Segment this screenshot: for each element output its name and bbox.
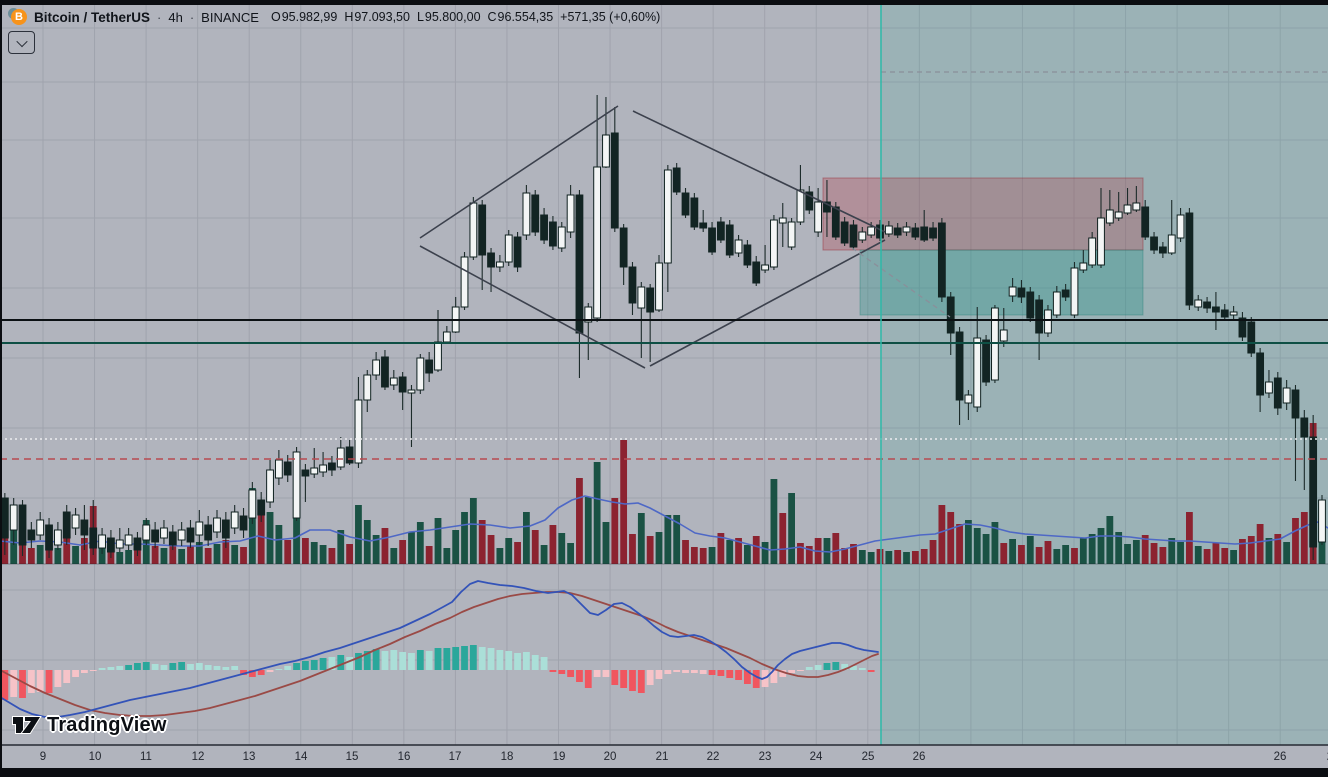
exchange-label[interactable]: BINANCE	[201, 9, 259, 25]
close-label: C	[487, 10, 497, 24]
tradingview-watermark[interactable]: TradingView	[12, 712, 167, 738]
svg-text:25: 25	[862, 751, 875, 763]
svg-text:26: 26	[1274, 751, 1287, 763]
timeframe-label[interactable]: 4h	[168, 9, 183, 25]
watermark-text: TradingView	[47, 713, 167, 736]
separator-dot: ·	[157, 9, 162, 25]
bitcoin-icon: B	[11, 9, 27, 25]
low-label: L	[416, 10, 424, 24]
svg-text:20: 20	[604, 751, 617, 763]
ohlc-readout: O95.982,99 H97.093,50 L95.800,00 C96.554…	[271, 10, 660, 24]
svg-text:2: 2	[1327, 751, 1328, 763]
chevron-down-icon	[15, 35, 28, 47]
symbol-icon: B	[8, 8, 28, 26]
top-border-bar	[0, 0, 1328, 5]
symbol-header: B Bitcoin / TetherUS · 4h · BINANCE O95.…	[8, 8, 660, 26]
svg-text:13: 13	[243, 751, 256, 763]
svg-text:18: 18	[501, 751, 514, 763]
tradingview-logo-icon	[12, 716, 42, 734]
svg-text:15: 15	[346, 751, 359, 763]
svg-text:26: 26	[913, 751, 926, 763]
low-value: 95.800,00	[424, 10, 481, 24]
open-value: 95.982,99	[281, 10, 338, 24]
svg-text:23: 23	[759, 751, 772, 763]
svg-text:12: 12	[192, 751, 205, 763]
svg-text:19: 19	[553, 751, 566, 763]
svg-text:17: 17	[449, 751, 462, 763]
bottom-border-bar	[0, 768, 1328, 777]
symbol-details-toggle-button[interactable]	[8, 31, 35, 54]
high-label: H	[344, 10, 354, 24]
close-value: 96.554,35	[497, 10, 554, 24]
symbol-name[interactable]: Bitcoin / TetherUS	[34, 9, 151, 25]
left-border-bar	[0, 5, 2, 768]
svg-text:21: 21	[656, 751, 669, 763]
svg-text:14: 14	[295, 751, 308, 763]
change-value: +571,35 (+0,60%)	[560, 10, 661, 24]
svg-text:24: 24	[810, 751, 823, 763]
open-label: O	[270, 10, 281, 24]
svg-text:9: 9	[40, 751, 46, 763]
svg-text:11: 11	[140, 751, 152, 763]
svg-text:22: 22	[707, 751, 720, 763]
svg-text:16: 16	[398, 751, 411, 763]
high-value: 97.093,50	[354, 10, 410, 24]
separator-dot: ·	[189, 9, 195, 25]
svg-text:10: 10	[89, 751, 102, 763]
